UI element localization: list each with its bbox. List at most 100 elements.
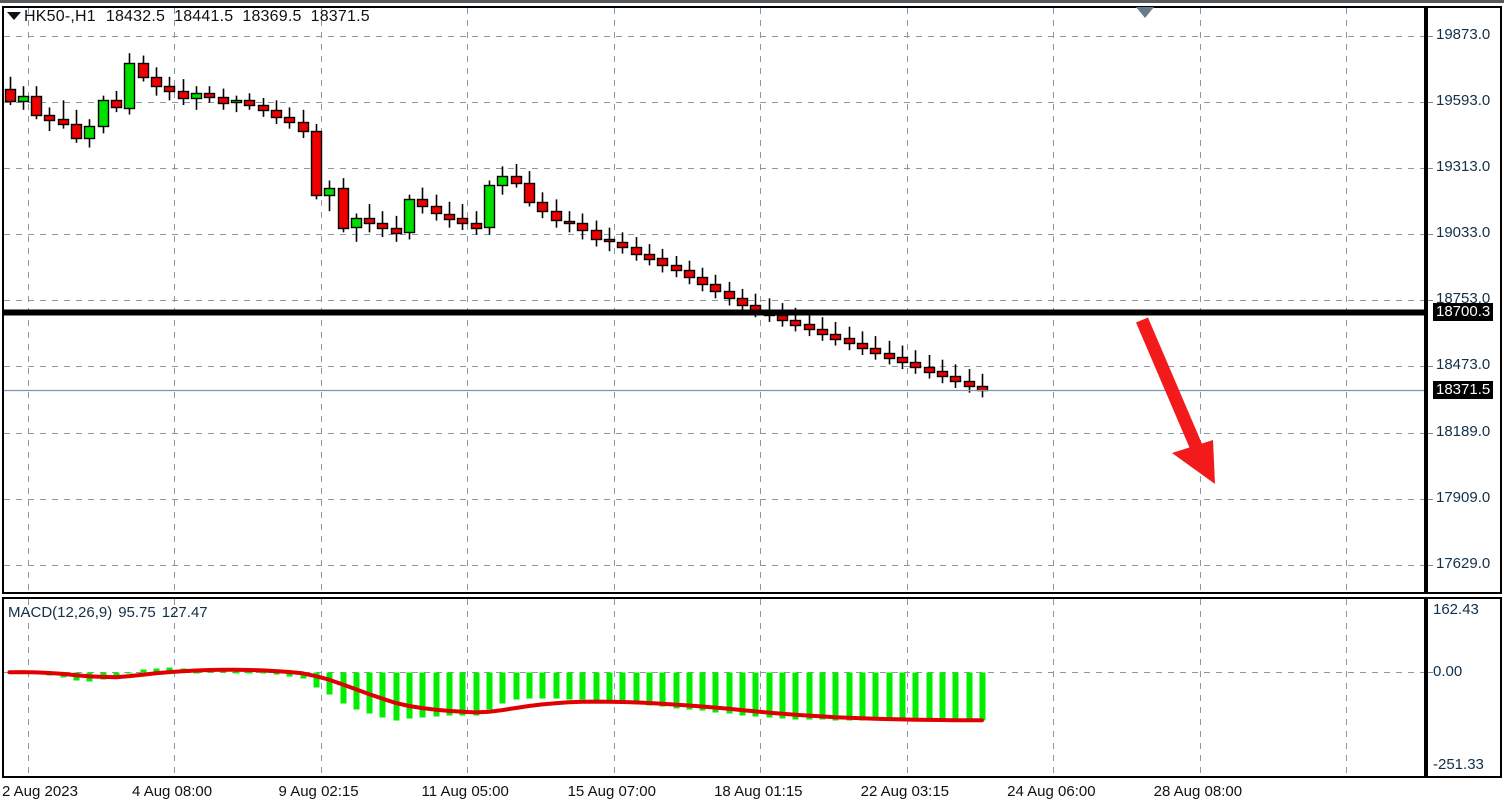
- candlestick: [97, 95, 110, 134]
- candlestick: [576, 213, 589, 240]
- macd-histogram-bar: [646, 672, 653, 706]
- time-axis-label: 15 Aug 07:00: [567, 783, 656, 800]
- candlestick: [123, 53, 136, 115]
- candlestick: [709, 274, 722, 299]
- candlestick: [816, 317, 829, 341]
- macd-axis-label: 0.00: [1433, 663, 1463, 681]
- candlestick: [390, 215, 403, 242]
- time-axis-label: 11 Aug 05:00: [421, 783, 509, 800]
- candlestick: [323, 180, 336, 212]
- macd-histogram-bar: [673, 672, 680, 709]
- price-axis-tick: [1428, 300, 1433, 302]
- macd-histogram-bar: [459, 672, 466, 716]
- price-axis-tick: [1428, 432, 1433, 434]
- macd-histogram-bar: [526, 672, 533, 699]
- macd-value: 95.75: [118, 604, 156, 621]
- candlestick: [403, 194, 416, 240]
- candlestick: [843, 326, 856, 351]
- candlestick: [643, 244, 656, 266]
- candlestick: [43, 107, 56, 132]
- candlestick: [243, 93, 256, 110]
- candlestick: [736, 288, 749, 313]
- macd-indicator-pane[interactable]: [2, 597, 1426, 778]
- macd-histogram-bar: [513, 672, 520, 700]
- macd-histogram-bar: [286, 672, 293, 677]
- candlestick: [696, 267, 709, 292]
- candlestick: [936, 359, 949, 384]
- price-axis-tick: [1428, 366, 1433, 368]
- price-axis-tick: [1428, 498, 1433, 500]
- macd-histogram-bar: [659, 672, 666, 707]
- macd-signal-value: 127.47: [161, 604, 208, 621]
- macd-histogram-bar: [939, 672, 946, 721]
- candlestick: [550, 199, 563, 228]
- ohlc-value: 18369.5: [242, 8, 302, 25]
- macd-histogram-bar: [166, 667, 173, 673]
- ohlc-value: 18432.5: [105, 8, 166, 25]
- price-axis-pane[interactable]: 19873.0 19593.0 19313.0 19033.0 18753.0 18473…: [1426, 6, 1502, 594]
- macd-histogram-bar: [712, 672, 719, 713]
- macd-histogram-bar: [726, 672, 733, 714]
- price-axis-tick: [1428, 36, 1433, 37]
- macd-histogram-bar: [766, 672, 773, 718]
- macd-histogram-bar: [406, 672, 413, 719]
- candlestick: [456, 204, 469, 231]
- macd-histogram-bar: [273, 672, 280, 675]
- candlestick: [57, 100, 70, 129]
- candlestick: [483, 180, 496, 235]
- candlestick: [949, 364, 962, 388]
- chart-title: HK50-,H1 18432.5 18441.5 18369.5 18371.5: [24, 8, 379, 26]
- macd-histogram-bar: [419, 672, 426, 718]
- symbol-label: HK50-,H1: [24, 8, 96, 25]
- candlestick: [4, 76, 17, 106]
- macd-histogram-bar: [553, 672, 560, 699]
- macd-histogram-bar: [979, 672, 986, 721]
- macd-histogram-bar: [779, 672, 786, 719]
- candlestick: [137, 55, 150, 82]
- candlestick: [30, 86, 43, 120]
- candlestick: [376, 211, 389, 238]
- macd-plot: [4, 599, 1424, 776]
- macd-histogram-bar: [872, 672, 879, 721]
- candlestick: [203, 86, 216, 103]
- candlestick: [110, 90, 123, 113]
- price-axis-label: 19033.0: [1436, 224, 1491, 242]
- candlestick: [363, 204, 376, 233]
- candlestick: [350, 213, 363, 242]
- macd-histogram-bar: [313, 672, 320, 688]
- macd-histogram-bar: [966, 672, 973, 721]
- candlestick: [257, 97, 270, 117]
- candlestick: [230, 95, 243, 113]
- ohlc-values: 18432.5 18441.5 18369.5 18371.5: [106, 8, 379, 25]
- macd-histogram-bar: [899, 672, 906, 721]
- time-axis-label: 2 Aug 2023: [2, 783, 78, 800]
- macd-histogram-bar: [952, 672, 959, 721]
- macd-axis-tick: [1428, 672, 1433, 674]
- time-axis[interactable]: 2 Aug 2023 4 Aug 08:00 9 Aug 02:15 11 Aug 0…: [0, 779, 1504, 801]
- candlestick: [803, 312, 816, 337]
- macd-histogram-bar: [859, 672, 866, 721]
- macd-histogram-bar: [819, 672, 826, 720]
- macd-histogram-bar: [140, 669, 147, 673]
- macd-histogram-bar: [126, 672, 133, 674]
- candlestick: [163, 76, 176, 101]
- macd-signal-line: [7, 667, 984, 723]
- macd-axis-pane[interactable]: 162.43 0.00 -251.33: [1426, 597, 1502, 778]
- macd-histogram-bar: [579, 672, 586, 700]
- candlestick: [723, 281, 736, 306]
- macd-histogram-bar: [806, 672, 813, 720]
- macd-label: MACD(12,26,9): [8, 604, 113, 621]
- price-axis-tick: [1428, 168, 1433, 169]
- macd-histogram-bar: [246, 671, 253, 674]
- chevron-down-icon[interactable]: [7, 12, 21, 20]
- candlestick: [630, 237, 643, 261]
- price-chart-pane[interactable]: [2, 6, 1426, 594]
- price-axis-label: 18473.0: [1436, 356, 1491, 374]
- candlestick: [283, 107, 296, 129]
- price-axis-label: 19873.0: [1436, 26, 1491, 43]
- macd-histogram-bar: [153, 668, 160, 674]
- level-price-badge: 18700.3: [1433, 303, 1494, 322]
- macd-histogram-bar: [393, 672, 400, 721]
- price-plot: [4, 8, 1424, 592]
- macd-histogram-bar: [326, 672, 333, 695]
